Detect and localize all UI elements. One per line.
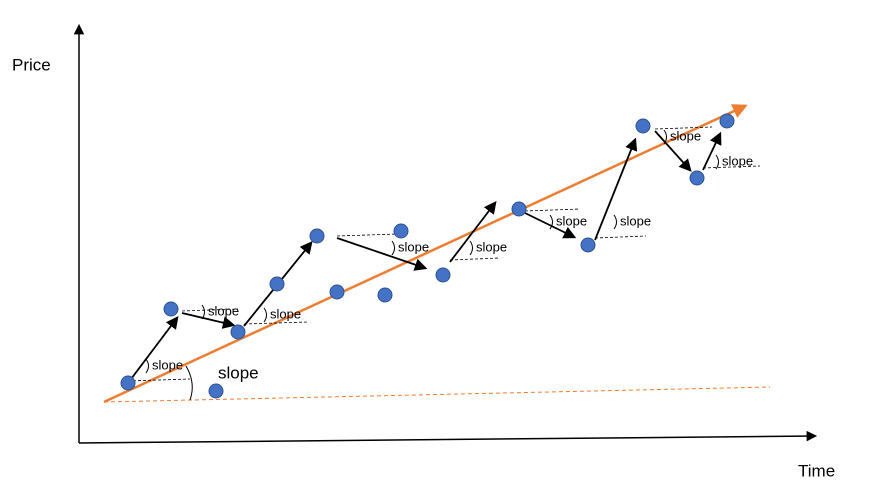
- move-arrow: [336, 237, 428, 271]
- angle-arc: [145, 358, 149, 374]
- angle-arc: [613, 214, 617, 230]
- price-point: [163, 301, 179, 317]
- price-point: [393, 223, 409, 239]
- dashed-reference: [243, 321, 309, 325]
- slope-label: slope: [670, 128, 701, 143]
- angle-arc: [549, 214, 553, 230]
- dashed-reference: [524, 208, 581, 212]
- dashed-reference: [654, 126, 713, 130]
- moves: slope slope slope slope slope slope slope slope…: [127, 126, 761, 384]
- dashed-reference: [127, 378, 191, 382]
- move-arrow: [524, 212, 577, 239]
- angle-arc: [201, 304, 205, 320]
- dashed-reference: [702, 165, 761, 169]
- dashed-reference: [594, 235, 647, 239]
- angle-arc: [469, 240, 473, 256]
- price-point: [435, 267, 451, 283]
- slope-label: slope: [398, 239, 429, 254]
- slope-label: slope: [556, 213, 587, 228]
- move-arrow: [702, 131, 722, 171]
- x-axis: [78, 430, 818, 444]
- dashed-reference: [336, 233, 399, 237]
- angle-arc: [663, 129, 667, 145]
- slope-label: slope: [620, 213, 651, 228]
- y-axis-label: Price: [12, 55, 51, 74]
- slope-label: slope: [152, 357, 183, 372]
- trend-line: [103, 104, 748, 404]
- price-point: [689, 170, 705, 186]
- angle-arc: [715, 154, 719, 170]
- slope-label: slope: [208, 303, 239, 318]
- angle-arc: [391, 240, 395, 256]
- slope-label: slope: [476, 239, 507, 254]
- price-point: [309, 228, 325, 244]
- price-point: [120, 375, 136, 391]
- dots: [120, 113, 735, 399]
- baseline: [103, 386, 771, 403]
- slope-label: slope: [270, 306, 301, 321]
- move-arrow: [181, 312, 236, 329]
- move-arrow: [449, 200, 497, 263]
- price-point: [208, 383, 224, 399]
- move-arrow: [654, 130, 692, 172]
- angle-arc: [185, 365, 193, 401]
- price-point: [580, 237, 596, 253]
- move-arrow: [127, 315, 179, 384]
- price-point: [377, 287, 393, 303]
- price-point: [719, 113, 735, 129]
- slope-label: slope: [722, 153, 753, 168]
- price-point: [511, 201, 527, 217]
- move-arrow: [594, 137, 638, 241]
- price-point: [329, 284, 345, 300]
- price-point: [635, 118, 651, 134]
- x-axis-label: Time: [798, 461, 835, 480]
- price-point: [269, 276, 285, 292]
- angle-arc: [263, 307, 267, 323]
- price-point: [230, 324, 246, 340]
- dashed-reference: [449, 257, 501, 261]
- trend-slope-label: slope: [218, 363, 259, 382]
- dashed-reference: [181, 308, 239, 312]
